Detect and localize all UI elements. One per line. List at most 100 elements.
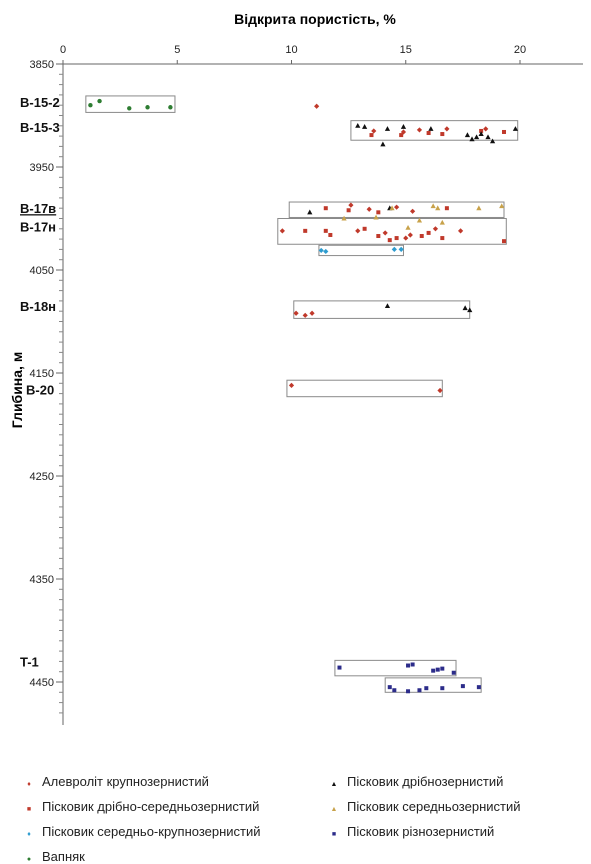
series-group — [307, 123, 519, 313]
data-point — [432, 226, 439, 232]
sample-box — [334, 659, 457, 677]
data-point — [97, 98, 102, 104]
data-point — [460, 684, 465, 689]
legend-marker-icon: ♦ — [27, 831, 31, 838]
data-point — [406, 663, 411, 668]
data-point — [341, 215, 347, 221]
data-point — [502, 239, 507, 244]
legend-label: Пісковик середньо-крупнозернистий — [42, 824, 261, 839]
data-point — [371, 128, 377, 134]
data-point — [407, 232, 413, 238]
data-point — [387, 685, 392, 690]
data-point — [88, 103, 93, 108]
data-point — [476, 205, 482, 211]
data-point — [127, 106, 132, 111]
data-point — [279, 228, 285, 234]
data-point — [439, 219, 445, 225]
data-point — [473, 134, 480, 140]
sample-box — [85, 95, 176, 113]
data-point — [394, 204, 400, 210]
series-group — [337, 662, 481, 694]
legend-item: ▲ Пісковик середньозернистий — [327, 799, 521, 814]
data-point — [391, 246, 397, 252]
data-point — [400, 124, 407, 129]
data-point — [424, 686, 429, 691]
legend-item: ▲ Пісковик дрібнозернистий — [327, 774, 504, 789]
x-tick-label: 0 — [60, 44, 66, 56]
well-label: B-15-3 — [20, 120, 60, 135]
legend-marker-icon: ■ — [331, 831, 337, 838]
well-label: T-1 — [20, 654, 39, 669]
data-point — [499, 203, 505, 209]
data-point — [440, 666, 445, 671]
data-point — [440, 236, 445, 241]
series-group — [303, 128, 507, 244]
well-label: B-18н — [20, 299, 56, 314]
well-label: B-17н — [20, 220, 56, 235]
x-axis-title: Відкрита пористість, % — [234, 11, 396, 27]
data-point — [168, 105, 173, 110]
legend-label: Алевроліт крупнозернистий — [42, 774, 209, 789]
data-point — [337, 665, 342, 670]
y-tick-label: 4050 — [30, 265, 54, 277]
data-point — [419, 234, 424, 239]
legend-label: Вапняк — [42, 849, 85, 864]
data-point — [416, 127, 423, 133]
sample-box — [350, 120, 519, 141]
well-labels: B-15-2 B-15-3 B-17в B-17н B-18н T-1 B-20 — [20, 95, 60, 669]
sample-box — [286, 379, 443, 398]
data-point — [485, 134, 491, 140]
legend-marker-icon: ▲ — [330, 781, 338, 788]
legend-marker-icon: ▲ — [330, 806, 338, 813]
y-tick-label: 4250 — [30, 471, 54, 483]
legend-item: ♦ Алевроліт крупнозернистий — [22, 774, 209, 789]
axes: 0 5 10 15 20 3850 3950 4050 4150 4250 4350 4450 — [30, 44, 583, 725]
data-point — [489, 138, 496, 144]
data-point — [346, 208, 351, 213]
legend-label: Пісковик дрібно-середньозернистий — [42, 799, 260, 814]
data-point — [400, 129, 407, 135]
data-point — [464, 132, 471, 138]
data-point — [451, 670, 456, 675]
data-point — [355, 123, 361, 128]
data-point — [440, 132, 445, 137]
legend-marker-icon: ■ — [26, 806, 32, 813]
data-point — [145, 105, 150, 110]
data-point — [314, 103, 320, 109]
legend-item: ■ Пісковик різнозернистий — [327, 824, 494, 839]
well-label: B-17в — [20, 201, 56, 216]
y-tick-label: 4150 — [30, 368, 54, 380]
data-point — [483, 126, 489, 132]
series-group — [318, 246, 404, 255]
data-point — [366, 206, 372, 212]
data-point — [426, 230, 431, 235]
data-point — [382, 230, 388, 236]
well-label: B-20 — [26, 382, 54, 397]
legend-item: ● Вапняк — [22, 849, 85, 864]
data-point — [444, 126, 450, 132]
data-point — [293, 310, 299, 316]
data-point — [303, 228, 308, 233]
data-point — [399, 133, 404, 138]
legend-label: Пісковик різнозернистий — [347, 824, 495, 839]
data-point — [437, 387, 443, 394]
legend-label: Пісковик дрібнозернистий — [347, 774, 504, 789]
data-point — [405, 224, 411, 230]
legend-marker-icon: ● — [26, 856, 32, 863]
series-group — [341, 203, 505, 230]
data-point — [431, 668, 436, 673]
data-point — [457, 228, 464, 234]
data-point — [410, 208, 416, 214]
well-label: B-15-2 — [20, 95, 60, 110]
sample-box — [293, 300, 471, 319]
x-tick-label: 10 — [285, 44, 297, 56]
x-tick-label: 15 — [400, 44, 412, 56]
series-group — [279, 103, 489, 394]
data-point — [392, 688, 397, 693]
sample-box — [384, 677, 482, 693]
data-point — [384, 126, 391, 131]
data-point — [416, 217, 423, 223]
sample-box — [277, 218, 507, 245]
sample-box — [318, 244, 404, 257]
data-point — [348, 202, 354, 208]
